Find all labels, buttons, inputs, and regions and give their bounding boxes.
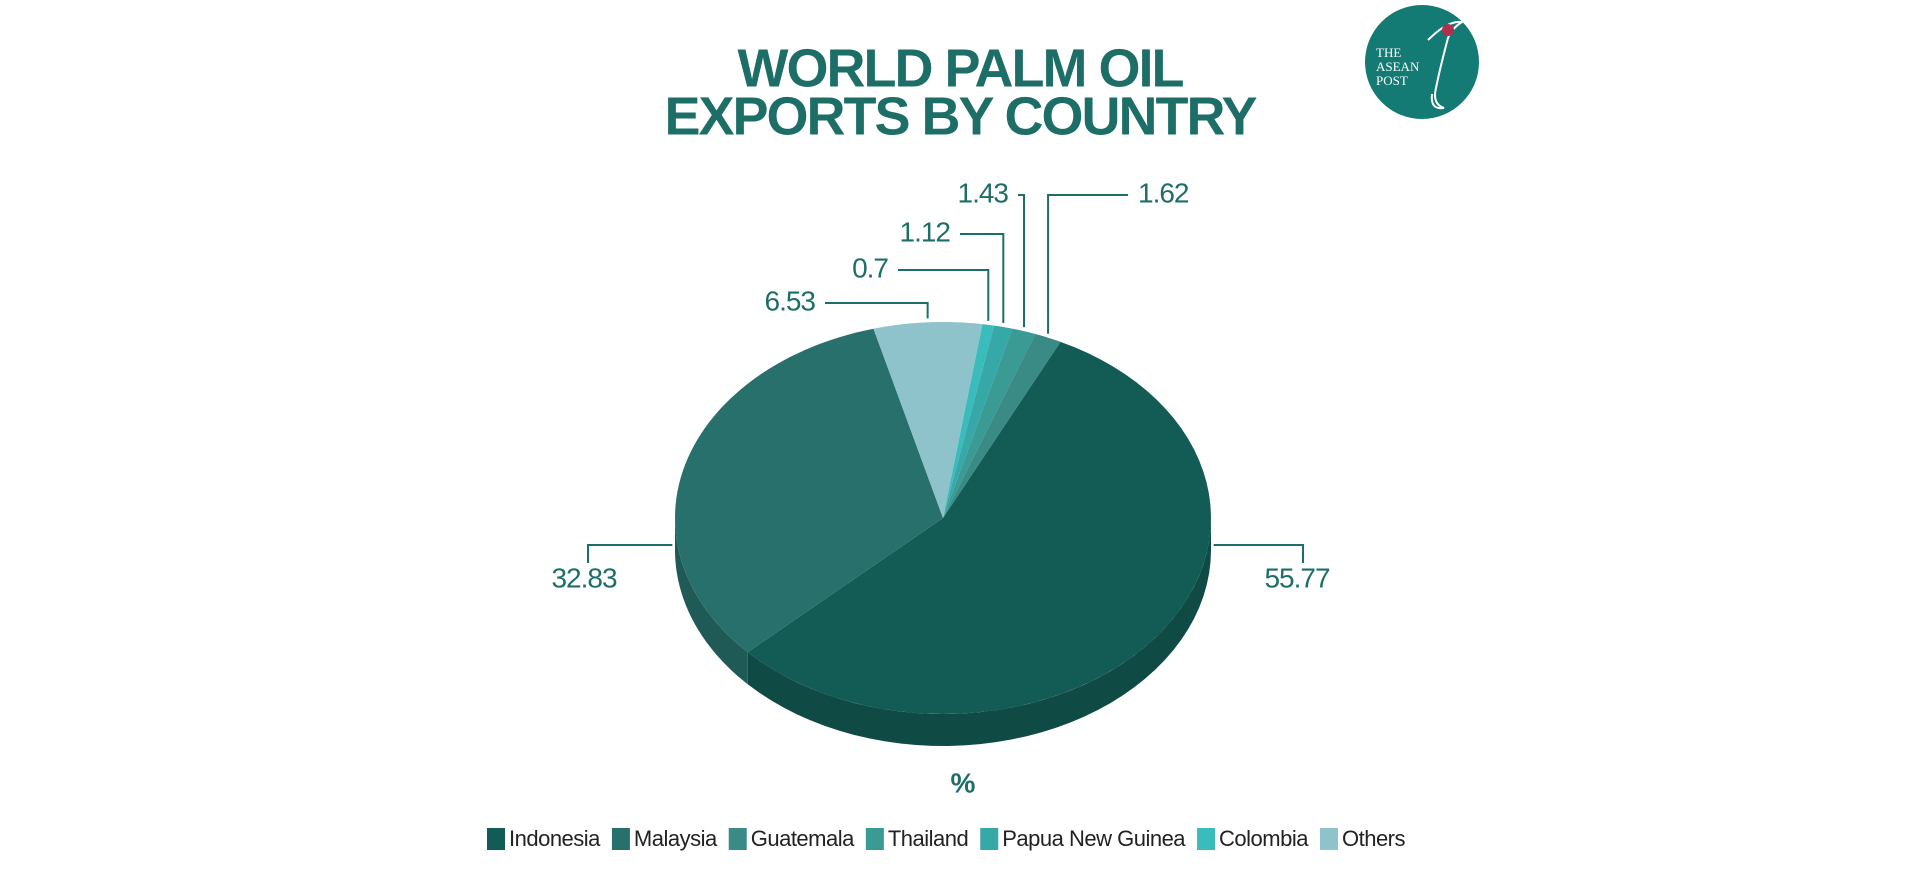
logo-text: ASEAN bbox=[1376, 59, 1420, 74]
value-label: 0.7 bbox=[852, 252, 888, 283]
value-label: 55.77 bbox=[1264, 562, 1329, 593]
leader-line bbox=[1018, 194, 1026, 328]
value-label: 1.12 bbox=[900, 216, 951, 247]
value-label: 1.62 bbox=[1138, 177, 1189, 208]
legend-label: Indonesia bbox=[509, 826, 601, 851]
logo-bird bbox=[1427, 20, 1465, 110]
pie-slice bbox=[675, 328, 943, 653]
pie-slice bbox=[943, 324, 995, 518]
logo-text: POST bbox=[1376, 73, 1408, 88]
legend-label: Malaysia bbox=[634, 826, 718, 851]
chart-title: WORLD PALM OIL bbox=[738, 38, 1184, 98]
logo-text: THE bbox=[1376, 45, 1401, 60]
chart-title: EXPORTS BY COUNTRY bbox=[664, 86, 1257, 146]
legend-swatch bbox=[865, 828, 884, 850]
legend-swatch bbox=[611, 828, 630, 850]
legend-label: Others bbox=[1342, 826, 1406, 851]
legend-swatch bbox=[487, 828, 505, 850]
legend-swatch bbox=[1197, 828, 1216, 850]
value-label: 1.43 bbox=[958, 177, 1009, 208]
pie-slice bbox=[943, 328, 1036, 518]
pie-slice bbox=[943, 325, 1013, 518]
leader-line bbox=[1213, 544, 1304, 563]
legend-swatch bbox=[728, 828, 747, 850]
pie-slice bbox=[747, 341, 1211, 714]
pie-slice bbox=[943, 334, 1061, 518]
value-label: 6.53 bbox=[765, 285, 816, 316]
leader-line bbox=[898, 269, 990, 321]
logo-flower bbox=[1442, 24, 1454, 36]
leader-line bbox=[825, 302, 929, 319]
legend-label: Guatemala bbox=[751, 826, 855, 851]
leader-line bbox=[1047, 194, 1128, 334]
legend-label: Thailand bbox=[888, 826, 968, 851]
pie-side bbox=[675, 518, 748, 685]
leader-line bbox=[587, 544, 673, 563]
leader-line bbox=[960, 233, 1005, 324]
logo: THE ASEAN POST bbox=[1365, 5, 1479, 119]
value-label: 32.83 bbox=[551, 562, 616, 593]
legend-label: Papua New Guinea bbox=[1002, 826, 1186, 851]
legend-label: Colombia bbox=[1219, 826, 1309, 851]
legend-swatch bbox=[980, 828, 999, 850]
legend-swatch bbox=[1319, 828, 1338, 850]
pie-slice bbox=[873, 322, 983, 518]
pie-side bbox=[747, 518, 1211, 746]
unit-label: % bbox=[951, 767, 976, 798]
